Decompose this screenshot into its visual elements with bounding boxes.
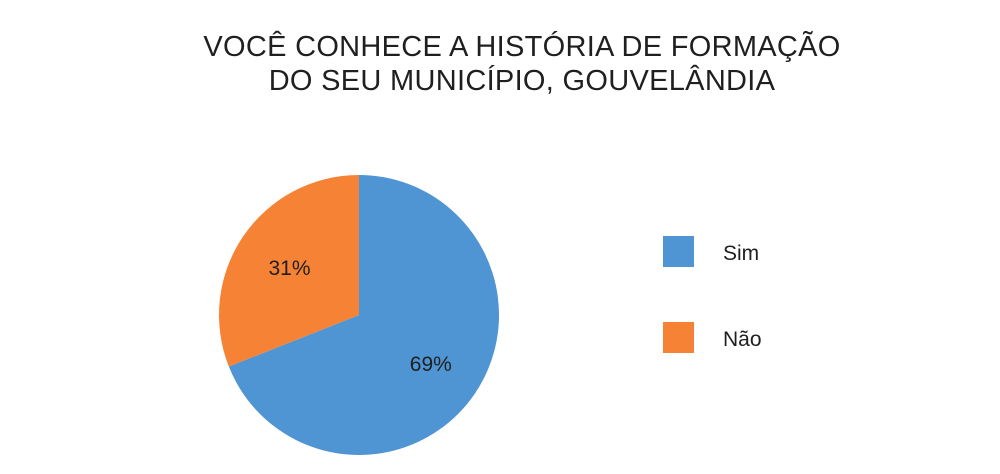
legend-label-sim: Sim (723, 242, 759, 265)
data-label-sim: 69% (410, 353, 452, 376)
legend: Sim Não (663, 236, 762, 353)
data-label-nao: 31% (269, 257, 311, 280)
chart-title-line-2: DO SEU MUNICÍPIO, GOUVELÂNDIA (269, 64, 776, 97)
legend-label-nao: Não (723, 328, 762, 351)
pie-slice-sim (228, 175, 500, 455)
pie-data-labels: 69% 31% (269, 257, 452, 376)
legend-swatch-sim (663, 236, 694, 267)
pie-slices (218, 175, 500, 455)
legend-swatch-nao (663, 322, 694, 353)
pie-slice-nao (218, 175, 359, 367)
chart-title-line-1: VOCÊ CONHECE A HISTÓRIA DE FORMAÇÃO (203, 29, 840, 63)
